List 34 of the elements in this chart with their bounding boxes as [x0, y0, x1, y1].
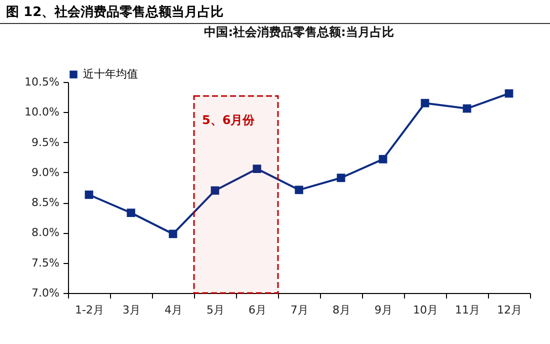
chart-title: 图 12、社会消费品零售总额当月占比 — [0, 0, 550, 24]
y-tick-label: 8.5% — [32, 196, 60, 210]
y-tick-label: 9.5% — [32, 136, 60, 149]
y-tick-label: 10.0% — [24, 106, 60, 119]
point — [210, 186, 220, 195]
y-tick-label: 7.0% — [32, 286, 60, 300]
x-tick-label: 8月 — [332, 304, 350, 316]
chart-subtitle: 中国:社会消费品零售总额:当月占比 — [204, 25, 394, 39]
y-tick-label: 9.0% — [32, 166, 60, 179]
x-tick-label: 10月 — [413, 304, 438, 316]
point — [462, 104, 472, 113]
x-tick-label: 11月 — [455, 304, 480, 316]
point — [84, 190, 94, 199]
legend-label: 近十年均值 — [83, 68, 138, 80]
x-tick-label: 12月 — [497, 304, 522, 316]
y-tick-label: 10.5% — [24, 76, 60, 88]
point — [336, 174, 346, 182]
x-tick-label: 9月 — [374, 304, 392, 316]
point — [378, 154, 388, 164]
x-tick-label: 7月 — [290, 304, 308, 316]
y-tick-label: 7.5% — [32, 256, 60, 270]
point — [168, 230, 178, 238]
point — [420, 98, 430, 108]
point — [294, 186, 304, 194]
x-tick-label: 5月 — [206, 304, 224, 316]
x-tick-label: 3月 — [122, 304, 140, 316]
x-tick-label: 4月 — [164, 304, 182, 316]
point — [504, 89, 514, 98]
point — [252, 164, 262, 173]
band-label: 5、6月份 — [202, 113, 256, 127]
x-tick-label: 6月 — [248, 304, 266, 316]
x-tick-label: 1-2月 — [75, 304, 104, 316]
point — [126, 208, 136, 218]
y-tick-label: 8.0% — [32, 226, 60, 240]
